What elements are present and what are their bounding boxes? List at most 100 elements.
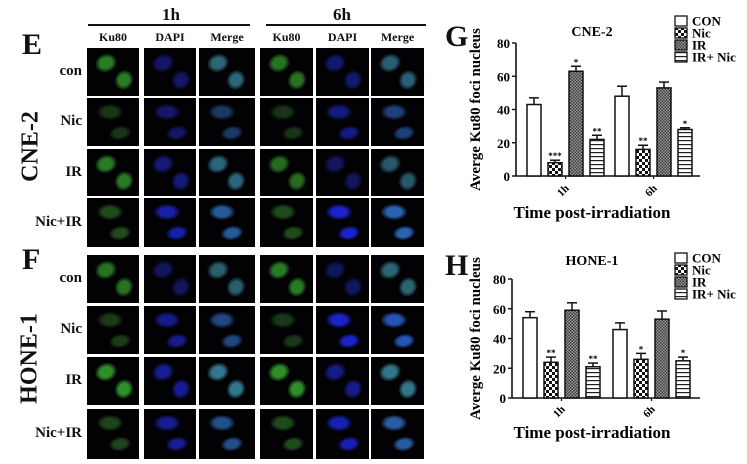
- legend-swatch: [674, 288, 688, 300]
- bar-ir-nic-6h: [675, 360, 691, 399]
- legend-swatch: [674, 15, 688, 27]
- micrograph-cne-2-con-6h-ku80: [260, 48, 313, 96]
- channel-header-ku80: Ku80: [98, 30, 127, 44]
- channel-header-merge: Merge: [380, 30, 415, 44]
- nucleus: [270, 204, 296, 220]
- legend-swatch: [674, 51, 688, 63]
- y-tick-label: 80: [497, 36, 510, 51]
- treatment-label-nic-ir: Nic+IR: [35, 425, 82, 441]
- chart-title: HONE-1: [566, 254, 619, 269]
- micrograph-hone-1-nic-1h-merge: [199, 306, 255, 354]
- significance-marker: **: [593, 126, 603, 136]
- legend-swatch: [674, 276, 688, 288]
- micrograph-hone-1-ir-6h-merge: [371, 357, 424, 405]
- nucleus: [97, 415, 123, 431]
- nucleus: [209, 415, 235, 431]
- panel-label-h: H: [445, 249, 469, 282]
- micrograph-cne-2-nic-ir-6h-ku80: [260, 198, 313, 247]
- micrograph-cne-2-nic-ir-6h-dapi: [316, 198, 369, 247]
- bar-con-6h: [612, 328, 628, 399]
- micrograph-hone-1-ir-1h-dapi: [144, 357, 196, 405]
- y-tick-label: 20: [497, 136, 510, 151]
- y-axis-label: Averge Ku80 foci nucleus: [468, 257, 484, 420]
- micrograph-cne-2-ir-6h-merge: [371, 149, 424, 196]
- bar-con-1h: [526, 103, 542, 177]
- nucleus: [381, 415, 407, 431]
- panel-label-f: F: [22, 243, 41, 276]
- channel-header-dapi: DAPI: [327, 30, 358, 44]
- bar-ir-6h: [656, 87, 672, 177]
- micrograph-cne-2-con-1h-ku80: [87, 48, 139, 96]
- micrograph-hone-1-nic-ir-6h-merge: [371, 409, 424, 459]
- micrograph-hone-1-ir-1h-merge: [199, 357, 255, 405]
- time-header-1h: 1h: [162, 5, 180, 24]
- micrograph-cne-2-nic-ir-1h-merge: [199, 198, 255, 247]
- micrograph-hone-1-nic-ir-1h-dapi: [144, 409, 196, 459]
- bar-ir-nic-1h: [585, 366, 601, 399]
- micrograph-cne-2-ir-1h-merge: [199, 149, 255, 196]
- micrograph-cne-2-nic-ir-6h-merge: [371, 198, 424, 247]
- nucleus: [381, 204, 407, 220]
- micrograph-hone-1-con-6h-ku80: [260, 255, 313, 303]
- significance-marker: ***: [548, 151, 562, 161]
- bar-ir-6h: [654, 318, 670, 399]
- treatment-label-ir: IR: [65, 163, 82, 180]
- legend-swatch: [674, 252, 688, 264]
- bar-con-1h: [522, 316, 538, 399]
- legend-label: IR+ Nic: [692, 50, 736, 65]
- micrograph-cne-2-nic-1h-merge: [199, 98, 255, 146]
- micrograph-hone-1-nic-6h-merge: [371, 306, 424, 354]
- treatment-label-con: con: [59, 270, 83, 286]
- channel-header-merge: Merge: [210, 30, 244, 44]
- bar-ir-1h: [564, 309, 580, 399]
- micrograph-cne-2-nic-1h-dapi: [144, 98, 196, 146]
- nucleus: [326, 415, 352, 431]
- panel-label-e: E: [22, 28, 43, 61]
- x-tick-label: 6h: [641, 404, 658, 421]
- nucleus: [209, 204, 235, 220]
- micrograph-cne-2-con-6h-merge: [371, 48, 424, 96]
- chart-h-hone1: HONE-1 0 20 40 60 80 Averge Ku80 foci nucleus *…: [468, 251, 736, 443]
- micrograph-cne-2-ir-6h-ku80: [260, 149, 313, 196]
- significance-marker: **: [639, 136, 649, 146]
- legend-swatch: [674, 27, 688, 39]
- micrograph-hone-1-nic-ir-1h-merge: [199, 409, 255, 459]
- y-tick-label: 40: [493, 332, 506, 347]
- micrograph-hone-1-nic-1h-ku80: [87, 306, 139, 354]
- x-tick-label: 1h: [551, 404, 568, 421]
- bar-ir-nic-1h: [589, 138, 605, 177]
- channel-header-dapi: DAPI: [155, 30, 185, 44]
- significance-marker: *: [683, 119, 688, 129]
- significance-marker: *: [681, 348, 686, 358]
- micrograph-cne-2-con-6h-dapi: [316, 48, 369, 96]
- micrograph-hone-1-con-1h-ku80: [87, 255, 139, 303]
- y-tick-label: 0: [504, 169, 511, 184]
- legend-label: CON: [692, 14, 722, 29]
- micrograph-cne-2-nic-6h-ku80: [260, 98, 313, 146]
- y-axis-label: Averge Ku80 foci nucleus: [468, 28, 484, 191]
- significance-marker: **: [547, 348, 557, 358]
- micrograph-hone-1-ir-6h-ku80: [260, 357, 313, 405]
- significance-marker: *: [574, 57, 579, 67]
- micrograph-hone-1-nic-1h-dapi: [144, 306, 196, 354]
- micrograph-cne-2-nic-1h-ku80: [87, 98, 139, 146]
- nucleus: [270, 312, 296, 328]
- y-tick-label: 40: [497, 103, 510, 118]
- micrograph-hone-1-nic-6h-dapi: [316, 306, 369, 354]
- treatment-label-ir: IR: [65, 372, 82, 388]
- significance-marker: **: [589, 354, 599, 364]
- legend-label: CON: [692, 251, 722, 266]
- legend-swatch: [674, 264, 688, 276]
- micrograph-hone-1-nic-ir-1h-ku80: [87, 409, 139, 459]
- micrograph-hone-1-nic-6h-ku80: [260, 306, 313, 354]
- nucleus: [209, 312, 235, 328]
- micrograph-cne-2-nic-ir-1h-ku80: [87, 198, 139, 247]
- nucleus: [381, 104, 407, 120]
- micrograph-hone-1-ir-6h-dapi: [316, 357, 369, 405]
- nucleus: [209, 104, 235, 120]
- treatment-label-nic: Nic: [60, 321, 82, 337]
- chart-title: CNE-2: [571, 25, 612, 40]
